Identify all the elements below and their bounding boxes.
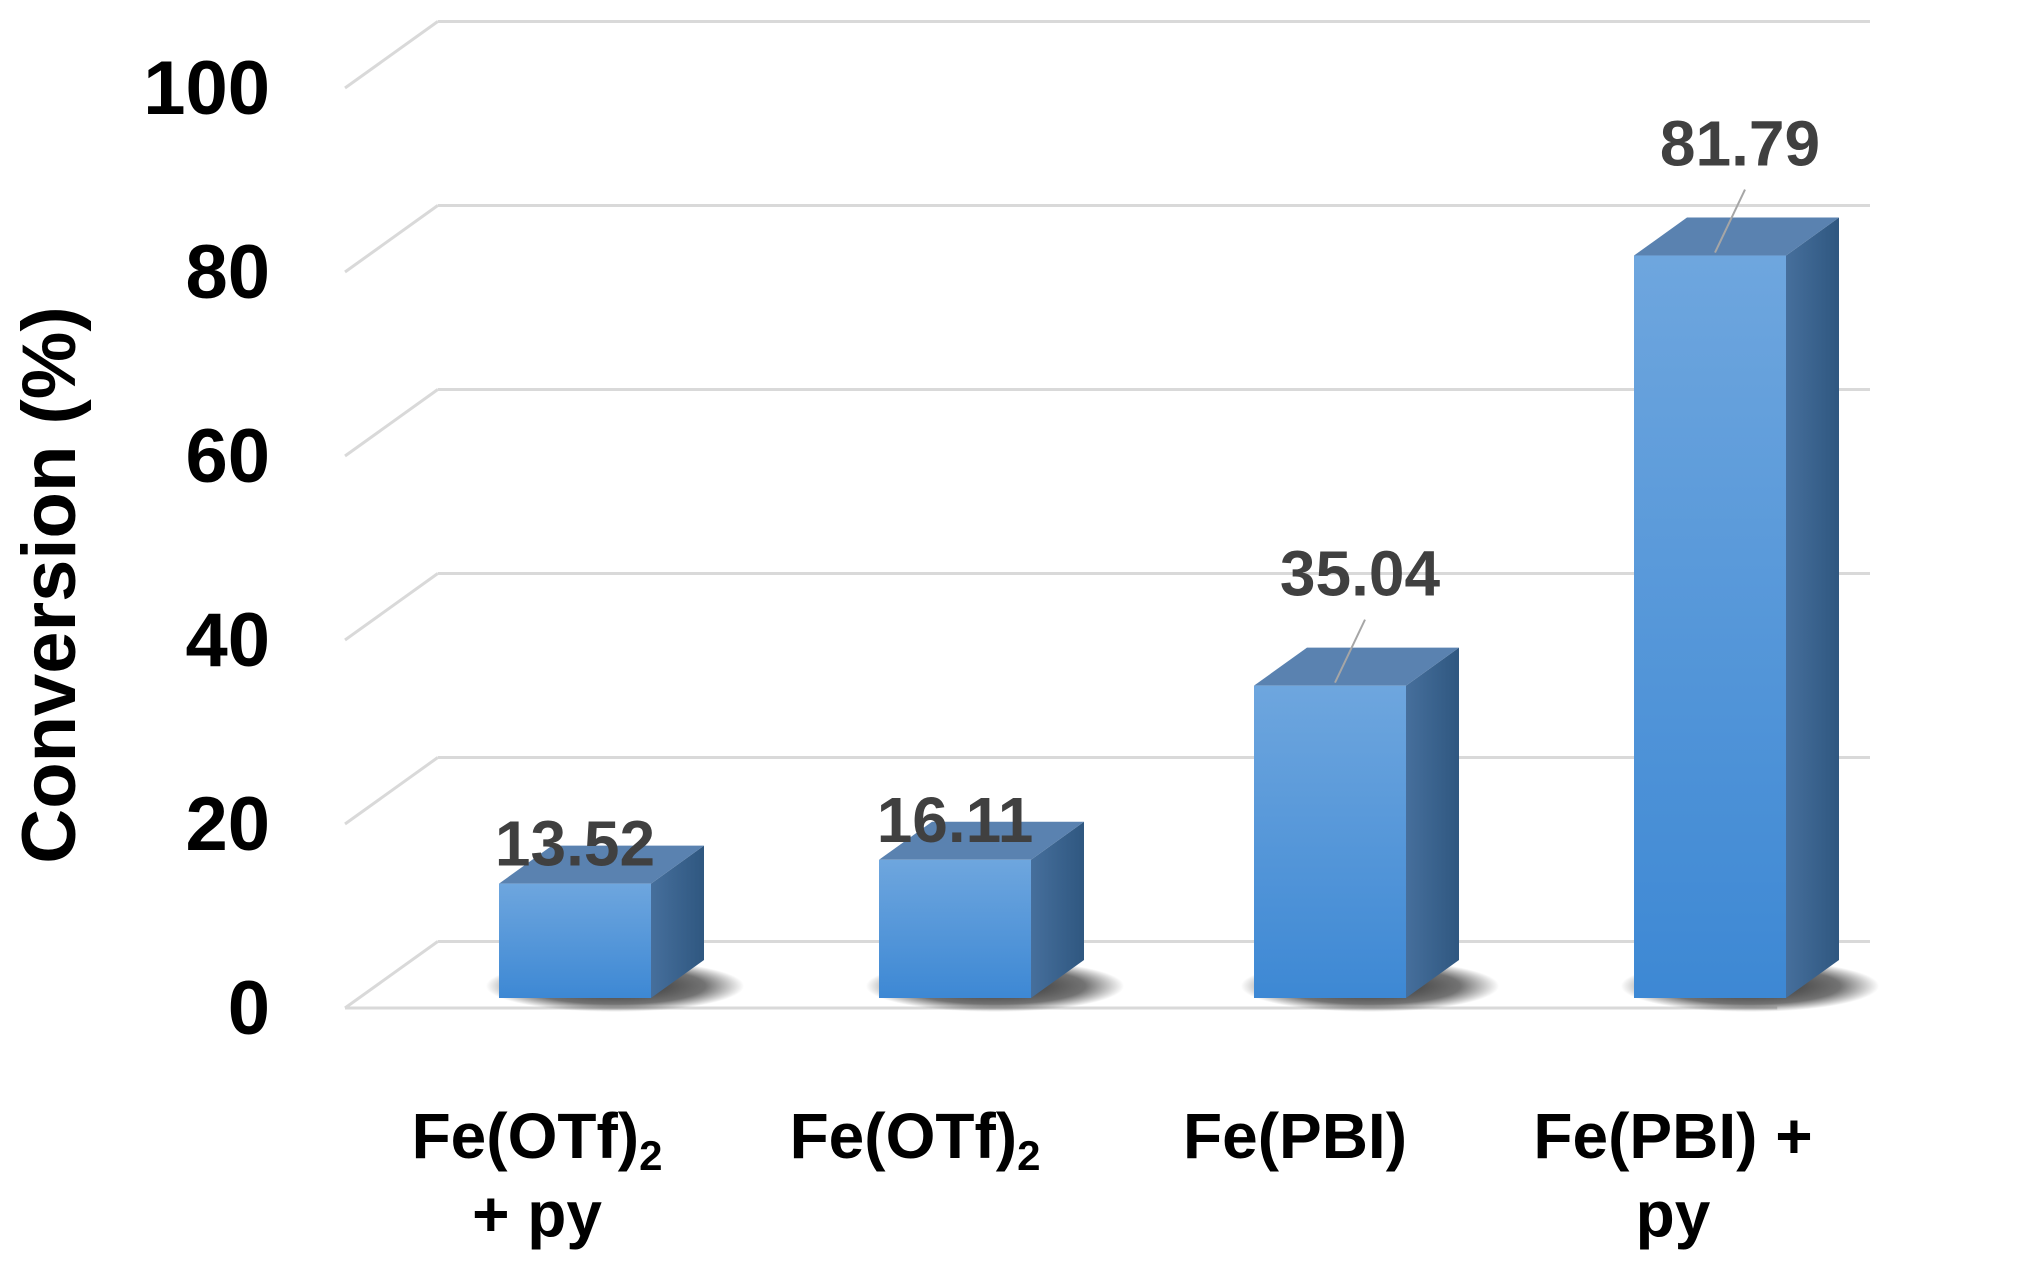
gridline: [344, 756, 1870, 826]
leader-line: [1334, 619, 1366, 684]
bar-top: [1254, 647, 1459, 686]
bar: [485, 845, 745, 1012]
y-tick-label: 0: [228, 966, 270, 1051]
y-tick-label: 20: [185, 782, 270, 867]
category-label-line: Fe(OTf)2: [790, 1100, 1041, 1179]
y-axis-ticks: 0 20 40 60 80 100: [143, 46, 270, 1051]
category-label: Fe(OTf)2+ py: [412, 1100, 663, 1250]
category-label-line: Fe(PBI): [1183, 1100, 1407, 1172]
y-axis-title: Conversion (%): [7, 306, 92, 863]
y-tick-label: 60: [185, 414, 270, 499]
category-label-line: py: [1636, 1178, 1711, 1250]
bar-top: [879, 821, 1084, 860]
data-label-text: 16.11: [877, 784, 1034, 856]
category-label-line: Fe(PBI) +: [1533, 1100, 1812, 1172]
category-label-line: Fe(OTf)2: [412, 1100, 663, 1179]
data-label: 16.11: [877, 784, 1034, 856]
bar-side: [651, 845, 704, 998]
bar-top: [1634, 217, 1839, 256]
data-label: 35.04: [1280, 538, 1441, 684]
data-labels: 13.52 16.11 35.04 81.79: [495, 108, 1820, 880]
gridline: [344, 388, 1870, 458]
category-label: Fe(PBI): [1183, 1100, 1407, 1172]
bar-side: [1031, 821, 1084, 998]
data-label-text: 81.79: [1660, 108, 1820, 180]
data-label: 81.79: [1660, 108, 1820, 253]
bar-front: [879, 859, 1031, 998]
y-tick-label: 80: [185, 230, 270, 315]
y-tick-label: 40: [185, 598, 270, 683]
bar-side: [1406, 647, 1459, 998]
data-label-text: 13.52: [495, 808, 655, 880]
y-tick-label: 100: [143, 46, 270, 131]
bar: [865, 821, 1125, 1012]
bar-front: [1634, 255, 1786, 999]
leader-line: [1714, 189, 1746, 253]
data-label: 13.52: [495, 808, 655, 880]
bars: [485, 217, 1880, 1012]
bar: [1620, 217, 1880, 1012]
category-label: Fe(PBI) +py: [1533, 1100, 1812, 1250]
data-label-text: 35.04: [1280, 538, 1441, 610]
gridline: [344, 20, 1870, 90]
bar-side: [1786, 217, 1839, 999]
gridline: [344, 572, 1870, 642]
gridline: [344, 204, 1870, 274]
bar-top: [499, 845, 704, 884]
category-label-line: + py: [472, 1178, 602, 1250]
category-label: Fe(OTf)2: [790, 1100, 1041, 1179]
bar-front: [499, 883, 651, 998]
bar-front: [1254, 685, 1406, 998]
bar: [1240, 647, 1500, 1012]
